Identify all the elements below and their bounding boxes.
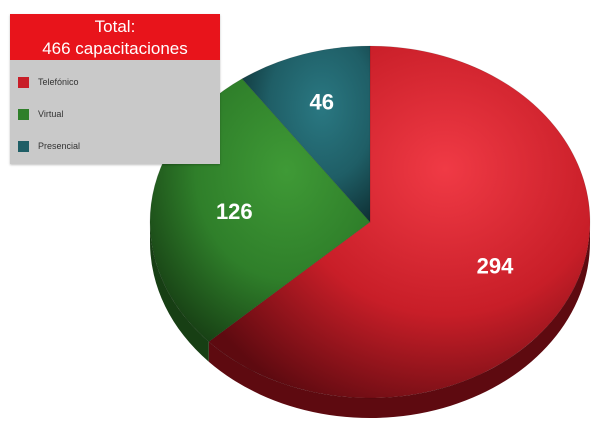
legend-label-presencial: Presencial [38, 141, 81, 151]
slice-side-virtual [150, 222, 209, 362]
legend-item-virtual: Virtual [10, 98, 220, 130]
slice-value-presencial: 46 [309, 89, 333, 114]
slice-value-telefonico: 294 [477, 254, 514, 279]
slice-presencial [241, 45, 371, 223]
legend-label-telefonico: Telefónico [38, 77, 79, 87]
legend-title-line-2: 466 capacitaciones [42, 39, 188, 58]
slice-value-virtual: 126 [216, 199, 253, 224]
legend-swatch-presencial [18, 140, 29, 152]
slice-telefonico [208, 45, 591, 399]
legend-list: Telefónico Virtual Presencial [10, 60, 220, 162]
legend-swatch-virtual [18, 108, 29, 120]
legend-swatch-telefonico [18, 76, 29, 88]
legend-title-line-1: Total: [94, 17, 136, 36]
legend-header: Total: 466 capacitaciones [10, 14, 220, 60]
chart-legend: Total: 466 capacitaciones Telefónico Vir… [10, 14, 220, 164]
legend-label-virtual: Virtual [38, 109, 64, 119]
legend-item-telefonico: Telefónico [10, 66, 220, 98]
pie-depth-layer [150, 222, 590, 418]
pie-labels-layer: 294 126 46 [216, 89, 514, 278]
slice-side-telefonico [208, 222, 590, 418]
legend-item-presencial: Presencial [10, 130, 220, 162]
